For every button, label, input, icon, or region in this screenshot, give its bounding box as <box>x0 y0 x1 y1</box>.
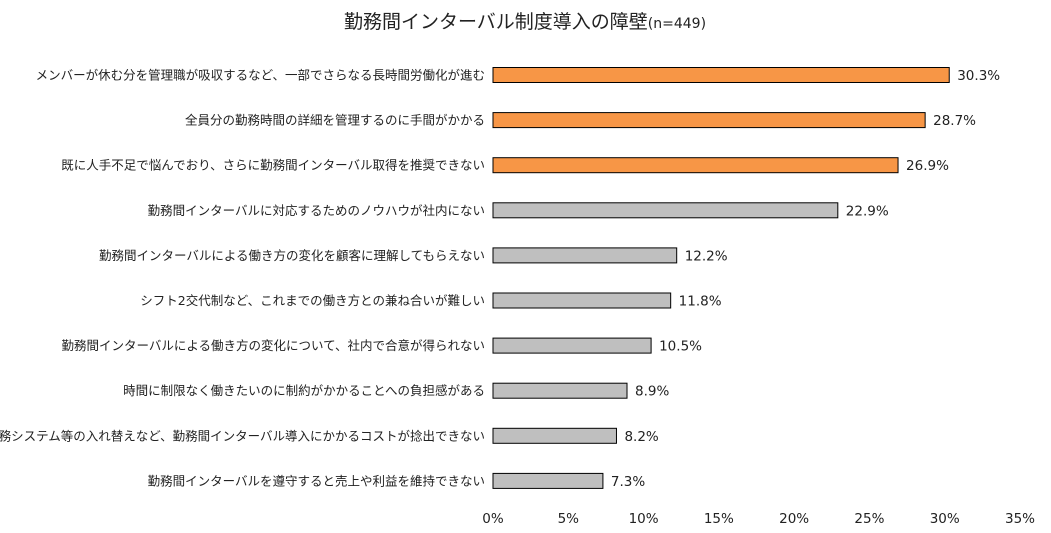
x-tick-label-20: 20% <box>779 511 809 527</box>
x-tick-label-25: 25% <box>854 511 884 527</box>
bar-3 <box>492 157 899 174</box>
category-label-10: 勤務間インターバルを遵守すると売上や利益を維持できない <box>148 473 485 488</box>
category-label-1: メンバーが休む分を管理職が吸収するなど、一部でさらなる長時間労働化が進む <box>36 68 485 83</box>
x-axis-ticks: 0% 5% 10% 15% 20% 25% 30% 35% <box>482 511 1035 527</box>
chart-subtitle: (n=449) <box>648 16 706 32</box>
value-label-1: 30.3% <box>957 68 1000 84</box>
value-label-9: 8.2% <box>624 429 658 445</box>
value-label-4: 22.9% <box>846 203 889 219</box>
category-label-5: 勤務間インターバルによる働き方の変化を顧客に理解してもらえない <box>99 248 485 263</box>
value-label-7: 10.5% <box>659 339 702 355</box>
bar-2 <box>492 112 926 129</box>
value-label-5: 12.2% <box>685 248 728 264</box>
category-label-4: 勤務間インターバルに対応するためのノウハウが社内にない <box>148 203 485 218</box>
x-tick-label-15: 15% <box>704 511 734 527</box>
value-label-2: 28.7% <box>933 113 976 129</box>
chart-title: 勤務間インターバル制度導入の障壁(n=449) <box>344 11 706 33</box>
chart-title-main: 勤務間インターバル制度導入の障壁 <box>344 11 648 33</box>
category-labels: メンバーが休む分を管理職が吸収するなど、一部でさらなる長時間労働化が進む全員分の… <box>0 68 485 489</box>
value-label-3: 26.9% <box>906 158 949 174</box>
category-label-8: 時間に制限なく働きたいのに制約がかかることへの負担感がある <box>123 383 485 398</box>
category-label-3: 既に人手不足で悩んでおり、さらに勤務間インターバル取得を推奨できない <box>61 158 485 173</box>
bar-9 <box>492 427 617 444</box>
category-label-7: 勤務間インターバルによる働き方の変化について、社内で合意が得られない <box>61 338 485 353</box>
bar-1 <box>492 67 950 83</box>
x-tick-label-5: 5% <box>558 511 580 527</box>
x-tick-label-10: 10% <box>629 511 659 527</box>
x-tick-label-30: 30% <box>930 511 960 527</box>
category-label-6: シフト2交代制など、これまでの働き方との兼ね合いが難しい <box>140 293 485 308</box>
bar-7 <box>492 337 652 354</box>
value-label-8: 8.9% <box>635 384 669 400</box>
value-label-6: 11.8% <box>679 294 722 310</box>
bar-10 <box>492 472 604 489</box>
category-label-2: 全員分の勤務時間の詳細を管理するのに手間がかかる <box>185 113 485 128</box>
bar-4 <box>492 202 839 219</box>
value-label-10: 7.3% <box>611 474 645 490</box>
value-labels: 30.3% 28.7% 26.9% 22.9% 12.2% 11.8% 10.5% 8.9% 8… <box>611 68 1000 490</box>
x-tick-label-0: 0% <box>482 511 504 527</box>
bar-6 <box>492 292 672 309</box>
bar-8 <box>492 382 628 399</box>
category-label-9: 労務システム等の入れ替えなど、勤務間インターバル導入にかかるコストが捻出できない <box>0 428 485 443</box>
bars-layer <box>492 67 950 489</box>
bar-5 <box>492 247 678 264</box>
x-tick-label-35: 35% <box>1005 511 1035 527</box>
